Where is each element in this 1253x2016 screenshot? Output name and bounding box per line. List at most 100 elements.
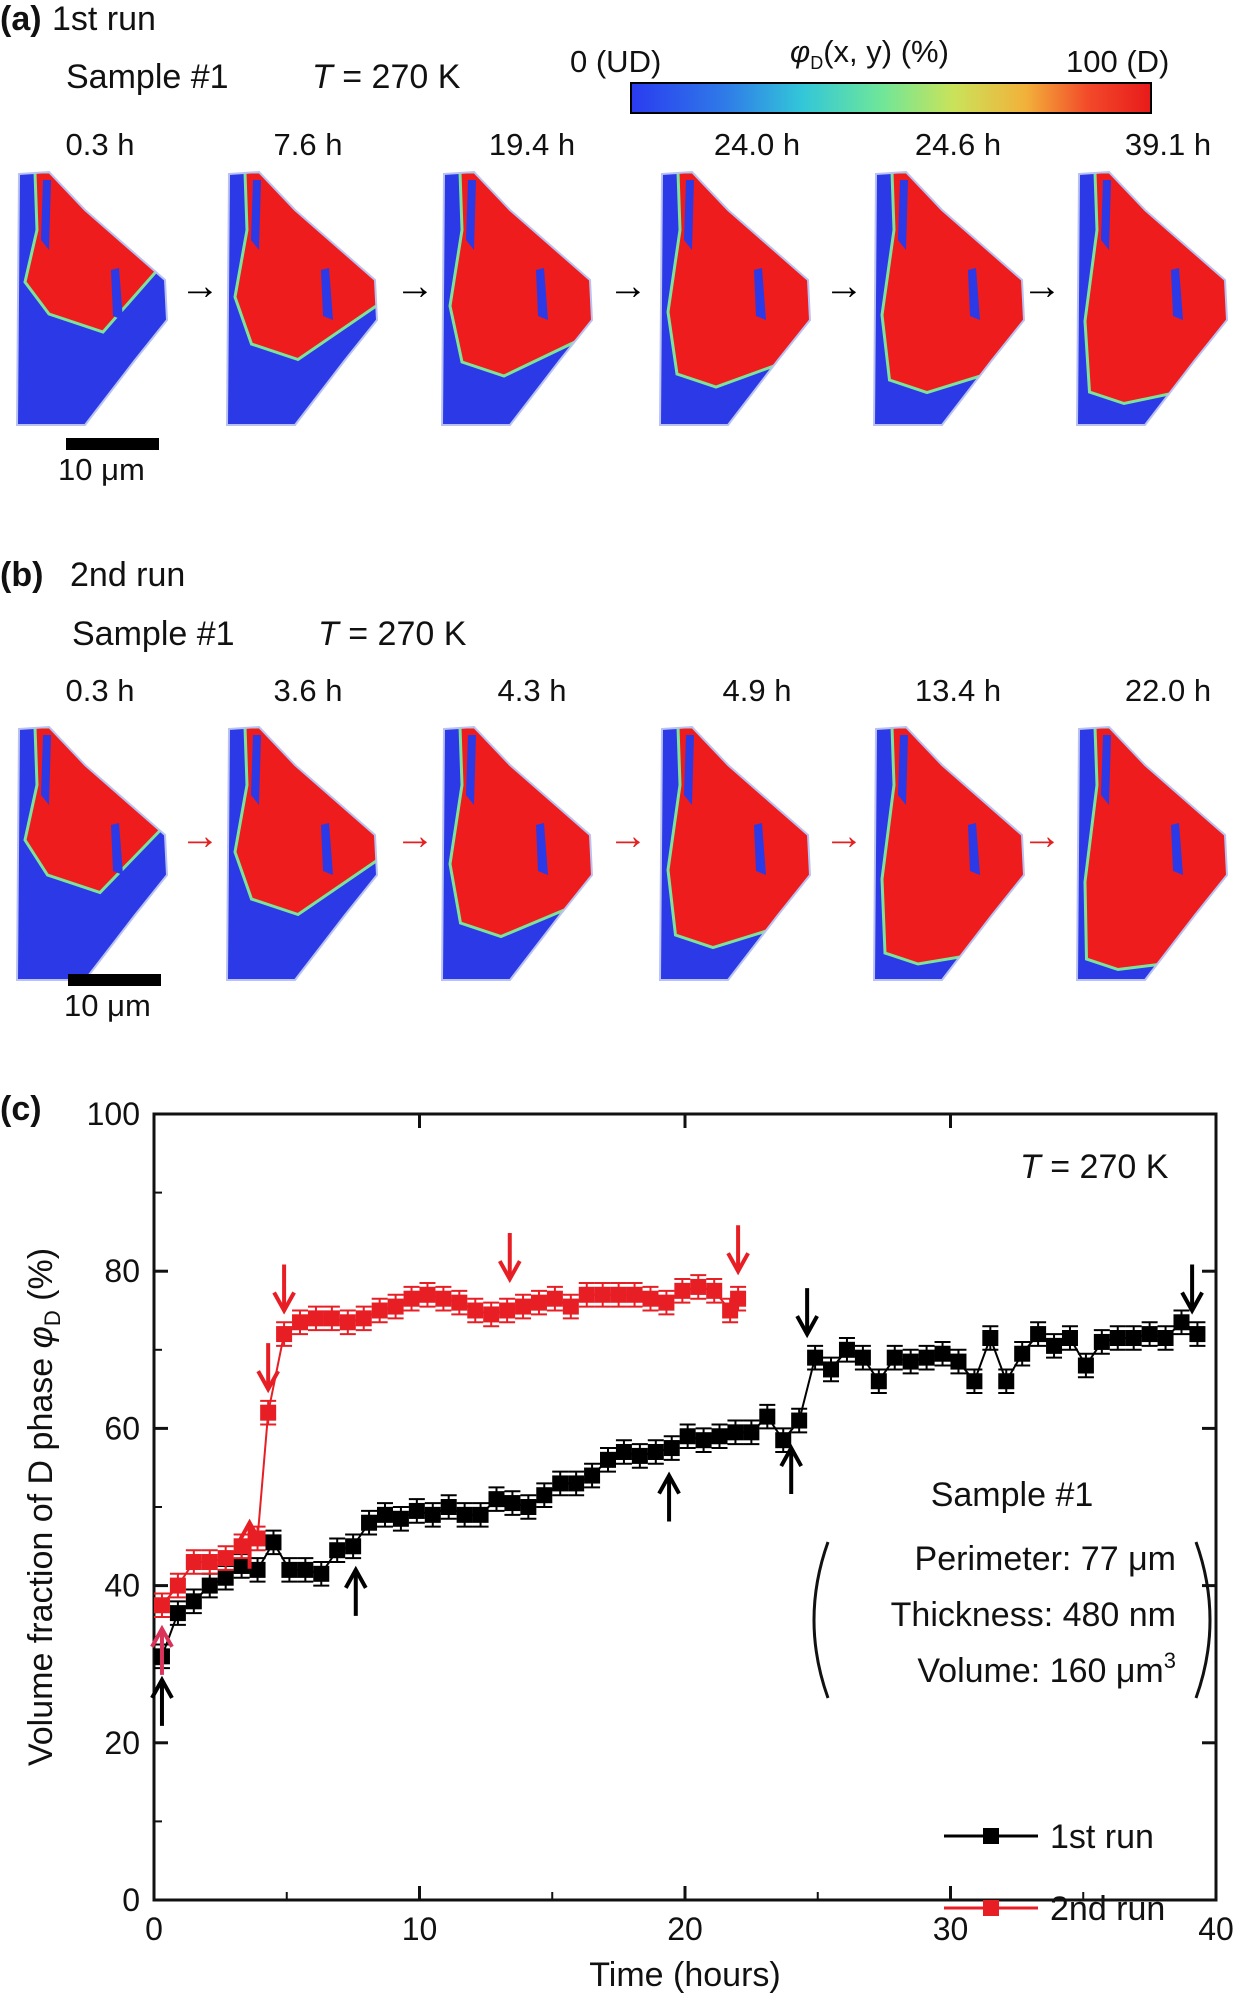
annotation-arrowhead bbox=[150, 1675, 174, 1699]
panel-a-phase-map bbox=[225, 170, 379, 426]
chart-temperature: T = 270 K bbox=[1020, 1148, 1169, 1186]
x-tick-label: 10 bbox=[402, 1911, 438, 1947]
x-tick-label: 30 bbox=[933, 1911, 969, 1947]
data-point bbox=[345, 1538, 362, 1555]
data-point bbox=[530, 1294, 547, 1311]
scale-bar-a bbox=[66, 438, 159, 450]
data-point bbox=[323, 1310, 340, 1327]
annotation-arrowhead bbox=[1180, 1291, 1204, 1315]
data-point bbox=[562, 1298, 579, 1315]
y-axis-label: Volume fraction of D phase φD (%) bbox=[22, 1248, 65, 1766]
annotation-arrowhead bbox=[795, 1315, 819, 1339]
data-point bbox=[626, 1286, 643, 1303]
data-point bbox=[1189, 1326, 1206, 1343]
data-point bbox=[706, 1282, 723, 1299]
panel-b-phase-map bbox=[1075, 725, 1229, 981]
colorbar bbox=[630, 82, 1152, 114]
data-point bbox=[392, 1510, 409, 1527]
scale-bar-a-label: 10 μm bbox=[58, 452, 145, 487]
panel-a-arrow-right-icon: → bbox=[824, 264, 864, 308]
data-point bbox=[1030, 1326, 1047, 1343]
data-point bbox=[679, 1428, 696, 1445]
chart-perimeter: Perimeter: 77 μm bbox=[915, 1540, 1176, 1578]
panel-b-title: 2nd run bbox=[70, 556, 186, 594]
data-point bbox=[600, 1451, 617, 1468]
data-point bbox=[339, 1314, 356, 1331]
data-point bbox=[1125, 1330, 1142, 1347]
data-point bbox=[292, 1314, 309, 1331]
data-point bbox=[1077, 1357, 1094, 1374]
data-point bbox=[902, 1353, 919, 1370]
x-tick-label: 0 bbox=[145, 1911, 163, 1947]
panel-c-label: (c) bbox=[0, 1090, 42, 1128]
panel-a-time-label: 39.1 h bbox=[1124, 127, 1212, 162]
panel-a-arrow-right-icon: → bbox=[1022, 264, 1062, 308]
panel-b-sample: Sample #1 bbox=[72, 615, 235, 653]
panel-a-time-label: 7.6 h bbox=[273, 127, 343, 162]
data-point bbox=[578, 1286, 595, 1303]
data-point bbox=[313, 1565, 330, 1582]
data-point bbox=[610, 1286, 627, 1303]
panel-a-phase-map bbox=[15, 170, 169, 426]
data-point bbox=[807, 1349, 824, 1366]
data-point bbox=[472, 1506, 489, 1523]
panel-a-time-label: 19.4 h bbox=[488, 127, 576, 162]
panel-a-phase-map bbox=[1075, 170, 1229, 426]
data-point bbox=[387, 1298, 404, 1315]
colorbar-left-label: 0 (UD) bbox=[570, 44, 662, 79]
panel-b-arrow-right-icon: → bbox=[395, 814, 435, 858]
chart-thickness: Thickness: 480 nm bbox=[891, 1596, 1176, 1634]
data-point bbox=[403, 1290, 420, 1307]
annotation-arrowhead bbox=[498, 1260, 522, 1284]
left-paren bbox=[812, 1541, 830, 1699]
y-tick-label: 60 bbox=[104, 1410, 140, 1446]
annotation-arrowhead bbox=[344, 1565, 368, 1589]
annotation-arrowhead bbox=[657, 1471, 681, 1495]
data-point bbox=[307, 1310, 324, 1327]
data-point bbox=[982, 1330, 999, 1347]
data-point bbox=[998, 1373, 1015, 1390]
data-point bbox=[1109, 1330, 1126, 1347]
panel-a-phase-map bbox=[872, 170, 1026, 426]
volume-fraction-chart: 0 10 20 30 40 0 20 40 60 80 100 Time (hours) Volume … bbox=[22, 1096, 1234, 1994]
data-point bbox=[440, 1499, 457, 1515]
panel-b-arrow-right-icon: → bbox=[824, 814, 864, 858]
data-point bbox=[918, 1349, 935, 1366]
panel-a-arrow-right-icon: → bbox=[608, 264, 648, 308]
panel-b-phase-map bbox=[440, 725, 594, 981]
data-point bbox=[153, 1597, 170, 1614]
panel-b-arrow-right-icon: → bbox=[180, 814, 220, 858]
data-point bbox=[854, 1349, 871, 1366]
data-point bbox=[950, 1353, 967, 1370]
data-point bbox=[185, 1593, 202, 1610]
x-tick-label: 20 bbox=[667, 1911, 703, 1947]
panel-a-time-label: 24.6 h bbox=[914, 127, 1002, 162]
legend-marker bbox=[983, 1828, 999, 1844]
annotation-arrowhead bbox=[779, 1443, 803, 1468]
data-point bbox=[1093, 1333, 1110, 1350]
panel-b-time-label: 0.3 h bbox=[65, 673, 135, 708]
data-point bbox=[1014, 1345, 1031, 1362]
scale-bar-b bbox=[68, 974, 161, 986]
panel-a-sample: Sample #1 bbox=[66, 58, 229, 96]
data-point bbox=[674, 1282, 691, 1299]
panel-a-label: (a) bbox=[0, 0, 42, 38]
data-point bbox=[329, 1542, 346, 1559]
data-point bbox=[966, 1373, 983, 1390]
data-point bbox=[424, 1506, 441, 1523]
data-point bbox=[934, 1345, 951, 1362]
data-point bbox=[233, 1538, 250, 1555]
y-tick-label: 100 bbox=[87, 1096, 140, 1132]
panel-b-time-label: 4.3 h bbox=[497, 673, 567, 708]
data-point bbox=[711, 1428, 728, 1445]
data-point bbox=[743, 1424, 760, 1441]
data-point bbox=[483, 1306, 500, 1323]
data-point bbox=[759, 1408, 776, 1425]
data-point bbox=[169, 1605, 186, 1622]
y-tick-label: 20 bbox=[104, 1725, 140, 1761]
data-point bbox=[568, 1475, 585, 1492]
data-point bbox=[838, 1341, 855, 1358]
data-point bbox=[515, 1298, 532, 1315]
data-point bbox=[870, 1373, 887, 1390]
data-point bbox=[297, 1561, 314, 1578]
